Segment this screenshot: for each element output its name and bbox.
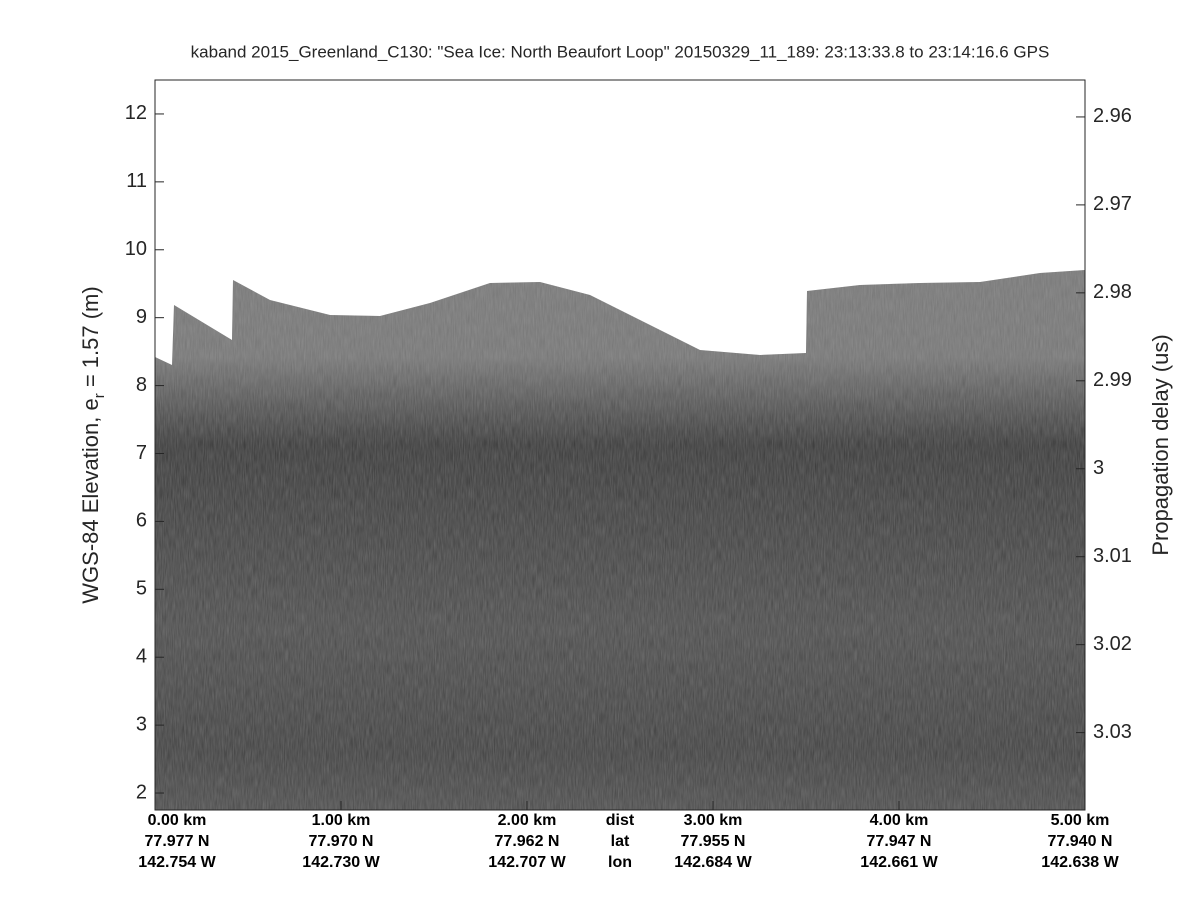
x-tick-label: 5.00 km bbox=[1051, 812, 1110, 829]
y-tick-label: 5 bbox=[136, 578, 147, 600]
lon-label: 142.638 W bbox=[1041, 854, 1119, 871]
x-tick-label: 2.00 km bbox=[498, 812, 557, 829]
y-tick-label: 9 bbox=[136, 306, 147, 328]
y-tick-label: 10 bbox=[125, 238, 147, 260]
lat-label: 77.970 N bbox=[309, 833, 374, 850]
lat-label: 77.962 N bbox=[495, 833, 560, 850]
y-tick-label: 11 bbox=[126, 170, 147, 192]
y2-tick-label: 2.99 bbox=[1093, 369, 1132, 391]
x-tick-label: 4.00 km bbox=[870, 812, 929, 829]
y-tick-label: 12 bbox=[125, 102, 147, 124]
x-tick-label: 0.00 km bbox=[148, 812, 207, 829]
plot-frame bbox=[154, 79, 1086, 811]
lat-label: 77.940 N bbox=[1048, 833, 1113, 850]
y-axis-label: WGS-84 Elevation, er = 1.57 (m) bbox=[78, 286, 108, 603]
y-tick-label: 7 bbox=[136, 442, 147, 464]
y2-tick-label: 2.98 bbox=[1093, 281, 1132, 303]
y2-axis-label: Propagation delay (us) bbox=[1148, 334, 1173, 555]
y2-tick-label: 3.03 bbox=[1093, 721, 1132, 743]
y2-tick-label: 3.02 bbox=[1093, 633, 1132, 655]
lon-label: 142.684 W bbox=[674, 854, 752, 871]
lat-label: 77.955 N bbox=[681, 833, 746, 850]
y2-tick-label: 2.97 bbox=[1093, 193, 1132, 215]
y2-tick-label: 3.01 bbox=[1093, 545, 1132, 567]
chart-title: kaband 2015_Greenland_C130: "Sea Ice: No… bbox=[191, 42, 1050, 61]
x-tick-label: 3.00 km bbox=[684, 812, 743, 829]
lat-label: 77.977 N bbox=[145, 833, 210, 850]
lon-label: 142.754 W bbox=[138, 854, 216, 871]
lon-label: 142.707 W bbox=[488, 854, 566, 871]
row-label: lat bbox=[611, 833, 630, 850]
lon-label: 142.661 W bbox=[860, 854, 938, 871]
lon-label: 142.730 W bbox=[302, 854, 380, 871]
y-tick-label: 2 bbox=[136, 781, 147, 803]
y-tick-label: 8 bbox=[136, 374, 147, 396]
y2-tick-label: 2.96 bbox=[1093, 105, 1132, 127]
x-tick-label: 1.00 km bbox=[312, 812, 371, 829]
y-tick-label: 3 bbox=[136, 713, 147, 735]
row-label: lon bbox=[608, 854, 632, 871]
echogram bbox=[155, 270, 1085, 810]
y-tick-label: 4 bbox=[136, 645, 147, 667]
y2-tick-label: 3 bbox=[1093, 457, 1104, 479]
row-label: dist bbox=[606, 812, 635, 829]
y-tick-label: 6 bbox=[136, 510, 147, 532]
lat-label: 77.947 N bbox=[867, 833, 932, 850]
